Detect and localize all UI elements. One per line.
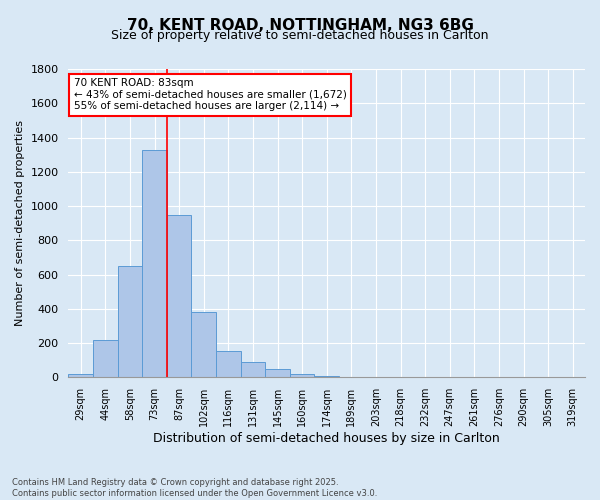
Bar <box>241 362 265 378</box>
Y-axis label: Number of semi-detached properties: Number of semi-detached properties <box>15 120 25 326</box>
Bar <box>290 374 314 378</box>
Bar <box>93 340 118 378</box>
Bar <box>314 376 339 378</box>
Bar <box>191 312 216 378</box>
Bar <box>216 351 241 378</box>
Text: Contains HM Land Registry data © Crown copyright and database right 2025.
Contai: Contains HM Land Registry data © Crown c… <box>12 478 377 498</box>
Bar <box>68 374 93 378</box>
Text: 70, KENT ROAD, NOTTINGHAM, NG3 6BG: 70, KENT ROAD, NOTTINGHAM, NG3 6BG <box>127 18 473 32</box>
Bar <box>142 150 167 378</box>
Bar <box>265 369 290 378</box>
X-axis label: Distribution of semi-detached houses by size in Carlton: Distribution of semi-detached houses by … <box>154 432 500 445</box>
Text: 70 KENT ROAD: 83sqm
← 43% of semi-detached houses are smaller (1,672)
55% of sem: 70 KENT ROAD: 83sqm ← 43% of semi-detach… <box>74 78 346 112</box>
Bar <box>167 214 191 378</box>
Bar <box>118 266 142 378</box>
Text: Size of property relative to semi-detached houses in Carlton: Size of property relative to semi-detach… <box>111 29 489 42</box>
